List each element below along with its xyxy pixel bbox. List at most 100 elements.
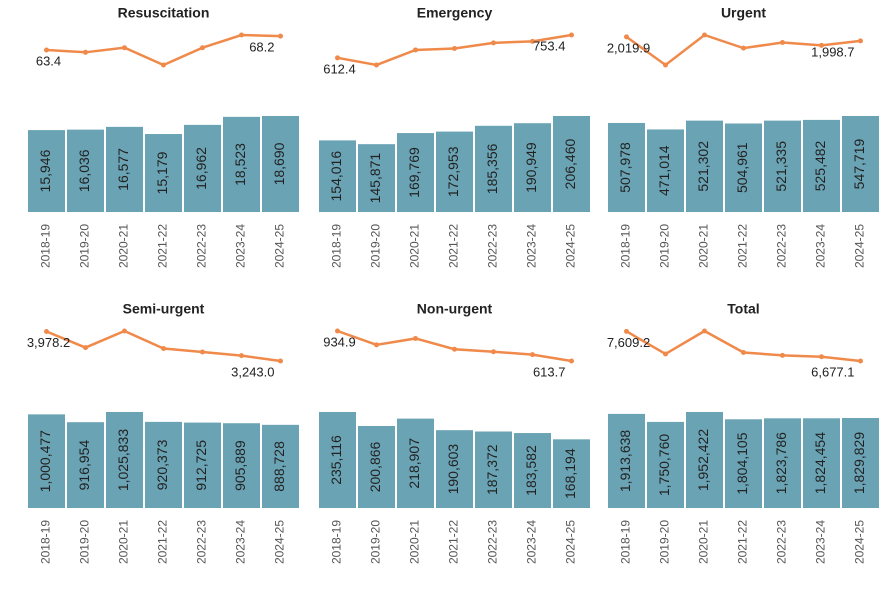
x-tick-label: 2022-23	[775, 224, 789, 268]
bar	[842, 116, 879, 212]
bar	[725, 419, 762, 508]
bar	[67, 129, 104, 212]
x-tick-label: 2021-22	[156, 520, 170, 564]
bar-label: 18,523	[232, 143, 248, 186]
bar	[262, 116, 299, 212]
line-point	[413, 47, 418, 53]
bar	[397, 133, 434, 212]
line	[625, 329, 861, 363]
panel-title: Resuscitation	[118, 5, 210, 21]
x-tick-label: 2019-20	[369, 520, 383, 564]
x-tick-label: 2021-22	[156, 224, 170, 268]
bar-label: 172,953	[445, 146, 461, 197]
bar-label: 916,954	[76, 440, 92, 491]
line-point	[780, 40, 785, 45]
x-tick-label: 2019-20	[658, 520, 672, 564]
x-tick-label: 2022-23	[195, 224, 209, 268]
bar	[475, 431, 512, 508]
bar-label: 16,036	[76, 149, 92, 192]
x-tick-label: 2024-25	[564, 224, 578, 268]
x-tick-label: 2020-21	[408, 520, 422, 564]
bar	[223, 116, 260, 212]
x-tick-label: 2020-21	[117, 224, 131, 268]
line-point	[702, 32, 707, 38]
x-tick-label: 2021-22	[736, 224, 750, 268]
line-point	[569, 32, 574, 38]
x-tick-label: 2023-24	[814, 520, 828, 564]
line-point	[858, 358, 863, 364]
line-point	[278, 358, 283, 364]
bar	[184, 422, 221, 508]
x-tick-label: 2020-21	[117, 520, 131, 564]
bar	[67, 422, 104, 508]
line-point	[413, 335, 418, 341]
bar-label: 525,482	[812, 140, 828, 191]
bar	[647, 129, 684, 212]
bar-label: 190,603	[445, 444, 461, 495]
x-tick-label: 2018-19	[619, 224, 633, 268]
panel-title: Non-urgent	[417, 301, 493, 317]
bar	[608, 413, 645, 508]
bar	[28, 130, 65, 212]
bar-label: 145,871	[367, 153, 383, 204]
bar-label: 920,373	[154, 439, 170, 490]
bar	[262, 424, 299, 508]
line-point	[122, 45, 127, 51]
bar	[145, 421, 182, 508]
bar-label: 1,000,477	[37, 430, 53, 492]
bar-label: 1,025,833	[115, 429, 131, 491]
line-point	[122, 328, 127, 334]
line-point	[741, 45, 746, 51]
x-tick-label: 2023-24	[525, 224, 539, 268]
line-label: 613.7	[533, 364, 566, 379]
line-point	[239, 353, 244, 359]
bar-label: 1,750,760	[656, 434, 672, 496]
bar	[319, 412, 356, 508]
line-label: 3,978.2	[27, 335, 70, 350]
bar-label: 504,961	[734, 142, 750, 193]
bar-label: 190,949	[523, 142, 539, 193]
bar-label: 218,907	[406, 438, 422, 489]
bar	[553, 439, 590, 508]
line-point	[663, 351, 668, 357]
x-tick-label: 2023-24	[234, 520, 248, 564]
bar-label: 905,889	[232, 440, 248, 491]
line-point	[278, 33, 283, 39]
bar-label: 471,014	[656, 145, 672, 196]
x-tick-label: 2019-20	[658, 224, 672, 268]
line-point	[858, 38, 863, 44]
bar-label: 235,116	[328, 435, 344, 485]
line-point	[200, 349, 205, 355]
line-point	[161, 345, 166, 351]
bar	[436, 430, 473, 508]
bar	[106, 412, 143, 508]
bar	[358, 425, 395, 508]
bar-label: 521,335	[773, 141, 789, 192]
bar-label: 1,829,829	[851, 432, 867, 494]
line-point	[624, 34, 629, 40]
line-point	[780, 352, 785, 358]
bar-label: 183,582	[523, 445, 539, 496]
line-point	[374, 342, 379, 348]
line-point	[44, 328, 49, 334]
line-point	[239, 32, 244, 38]
bar	[764, 418, 801, 508]
panel-title: Urgent	[721, 5, 766, 21]
bar-label: 15,179	[154, 151, 170, 194]
x-tick-label: 2022-23	[486, 520, 500, 564]
x-tick-label: 2023-24	[814, 224, 828, 268]
bar-label: 547,719	[851, 138, 867, 189]
line-point	[741, 350, 746, 356]
bar	[803, 418, 840, 508]
line-point	[335, 55, 340, 61]
line-point	[624, 328, 629, 334]
line-label: 1,998.7	[811, 44, 854, 59]
bar	[842, 418, 879, 508]
bar-label: 1,823,786	[773, 432, 789, 494]
line-point	[491, 349, 496, 355]
bar-label: 200,866	[367, 441, 383, 492]
line-label: 2,019.9	[607, 40, 650, 55]
line-point	[83, 49, 88, 55]
line-label: 68.2	[249, 40, 274, 55]
